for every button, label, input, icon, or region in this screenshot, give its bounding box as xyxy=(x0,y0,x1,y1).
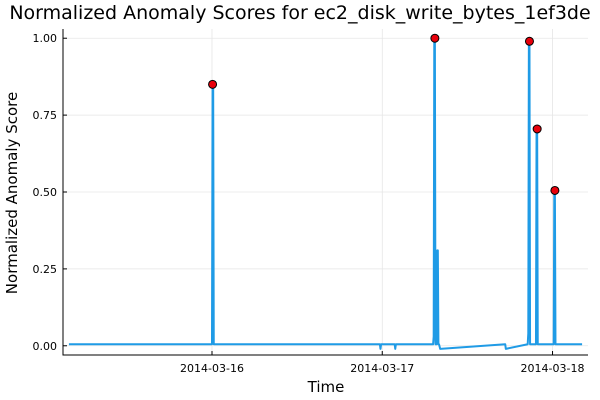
anomaly-score-line xyxy=(68,37,583,350)
anomaly-marker xyxy=(430,33,440,43)
x-tick-label: 2014-03-17 xyxy=(350,362,414,375)
plot-area xyxy=(68,37,583,350)
y-axis-label: Normalized Anomaly Score xyxy=(3,92,21,294)
axis-lines xyxy=(62,29,588,356)
grid xyxy=(63,29,588,355)
y-tick-label: 0.25 xyxy=(33,263,58,276)
anomaly-marker xyxy=(550,185,560,195)
anomaly-marker xyxy=(532,124,542,134)
y-tick-label: 0.50 xyxy=(33,186,58,199)
anomaly-marker xyxy=(208,79,218,89)
y-tick-label: 0.75 xyxy=(33,109,58,122)
anomaly-markers xyxy=(208,33,560,195)
x-axis-label: Time xyxy=(307,378,345,396)
axes-frame xyxy=(62,29,588,356)
y-tick-label: 1.00 xyxy=(33,32,58,45)
anomaly-marker xyxy=(524,36,534,46)
chart-title: Normalized Anomaly Scores for ec2_disk_w… xyxy=(9,2,590,24)
y-tick-label: 0.00 xyxy=(33,340,58,353)
tick-labels: 2014-03-16 2014-03-17 2014-03-18 0.00 0.25 0.… xyxy=(33,32,585,375)
x-tick-label: 2014-03-18 xyxy=(521,362,585,375)
x-tick-label: 2014-03-16 xyxy=(180,362,244,375)
